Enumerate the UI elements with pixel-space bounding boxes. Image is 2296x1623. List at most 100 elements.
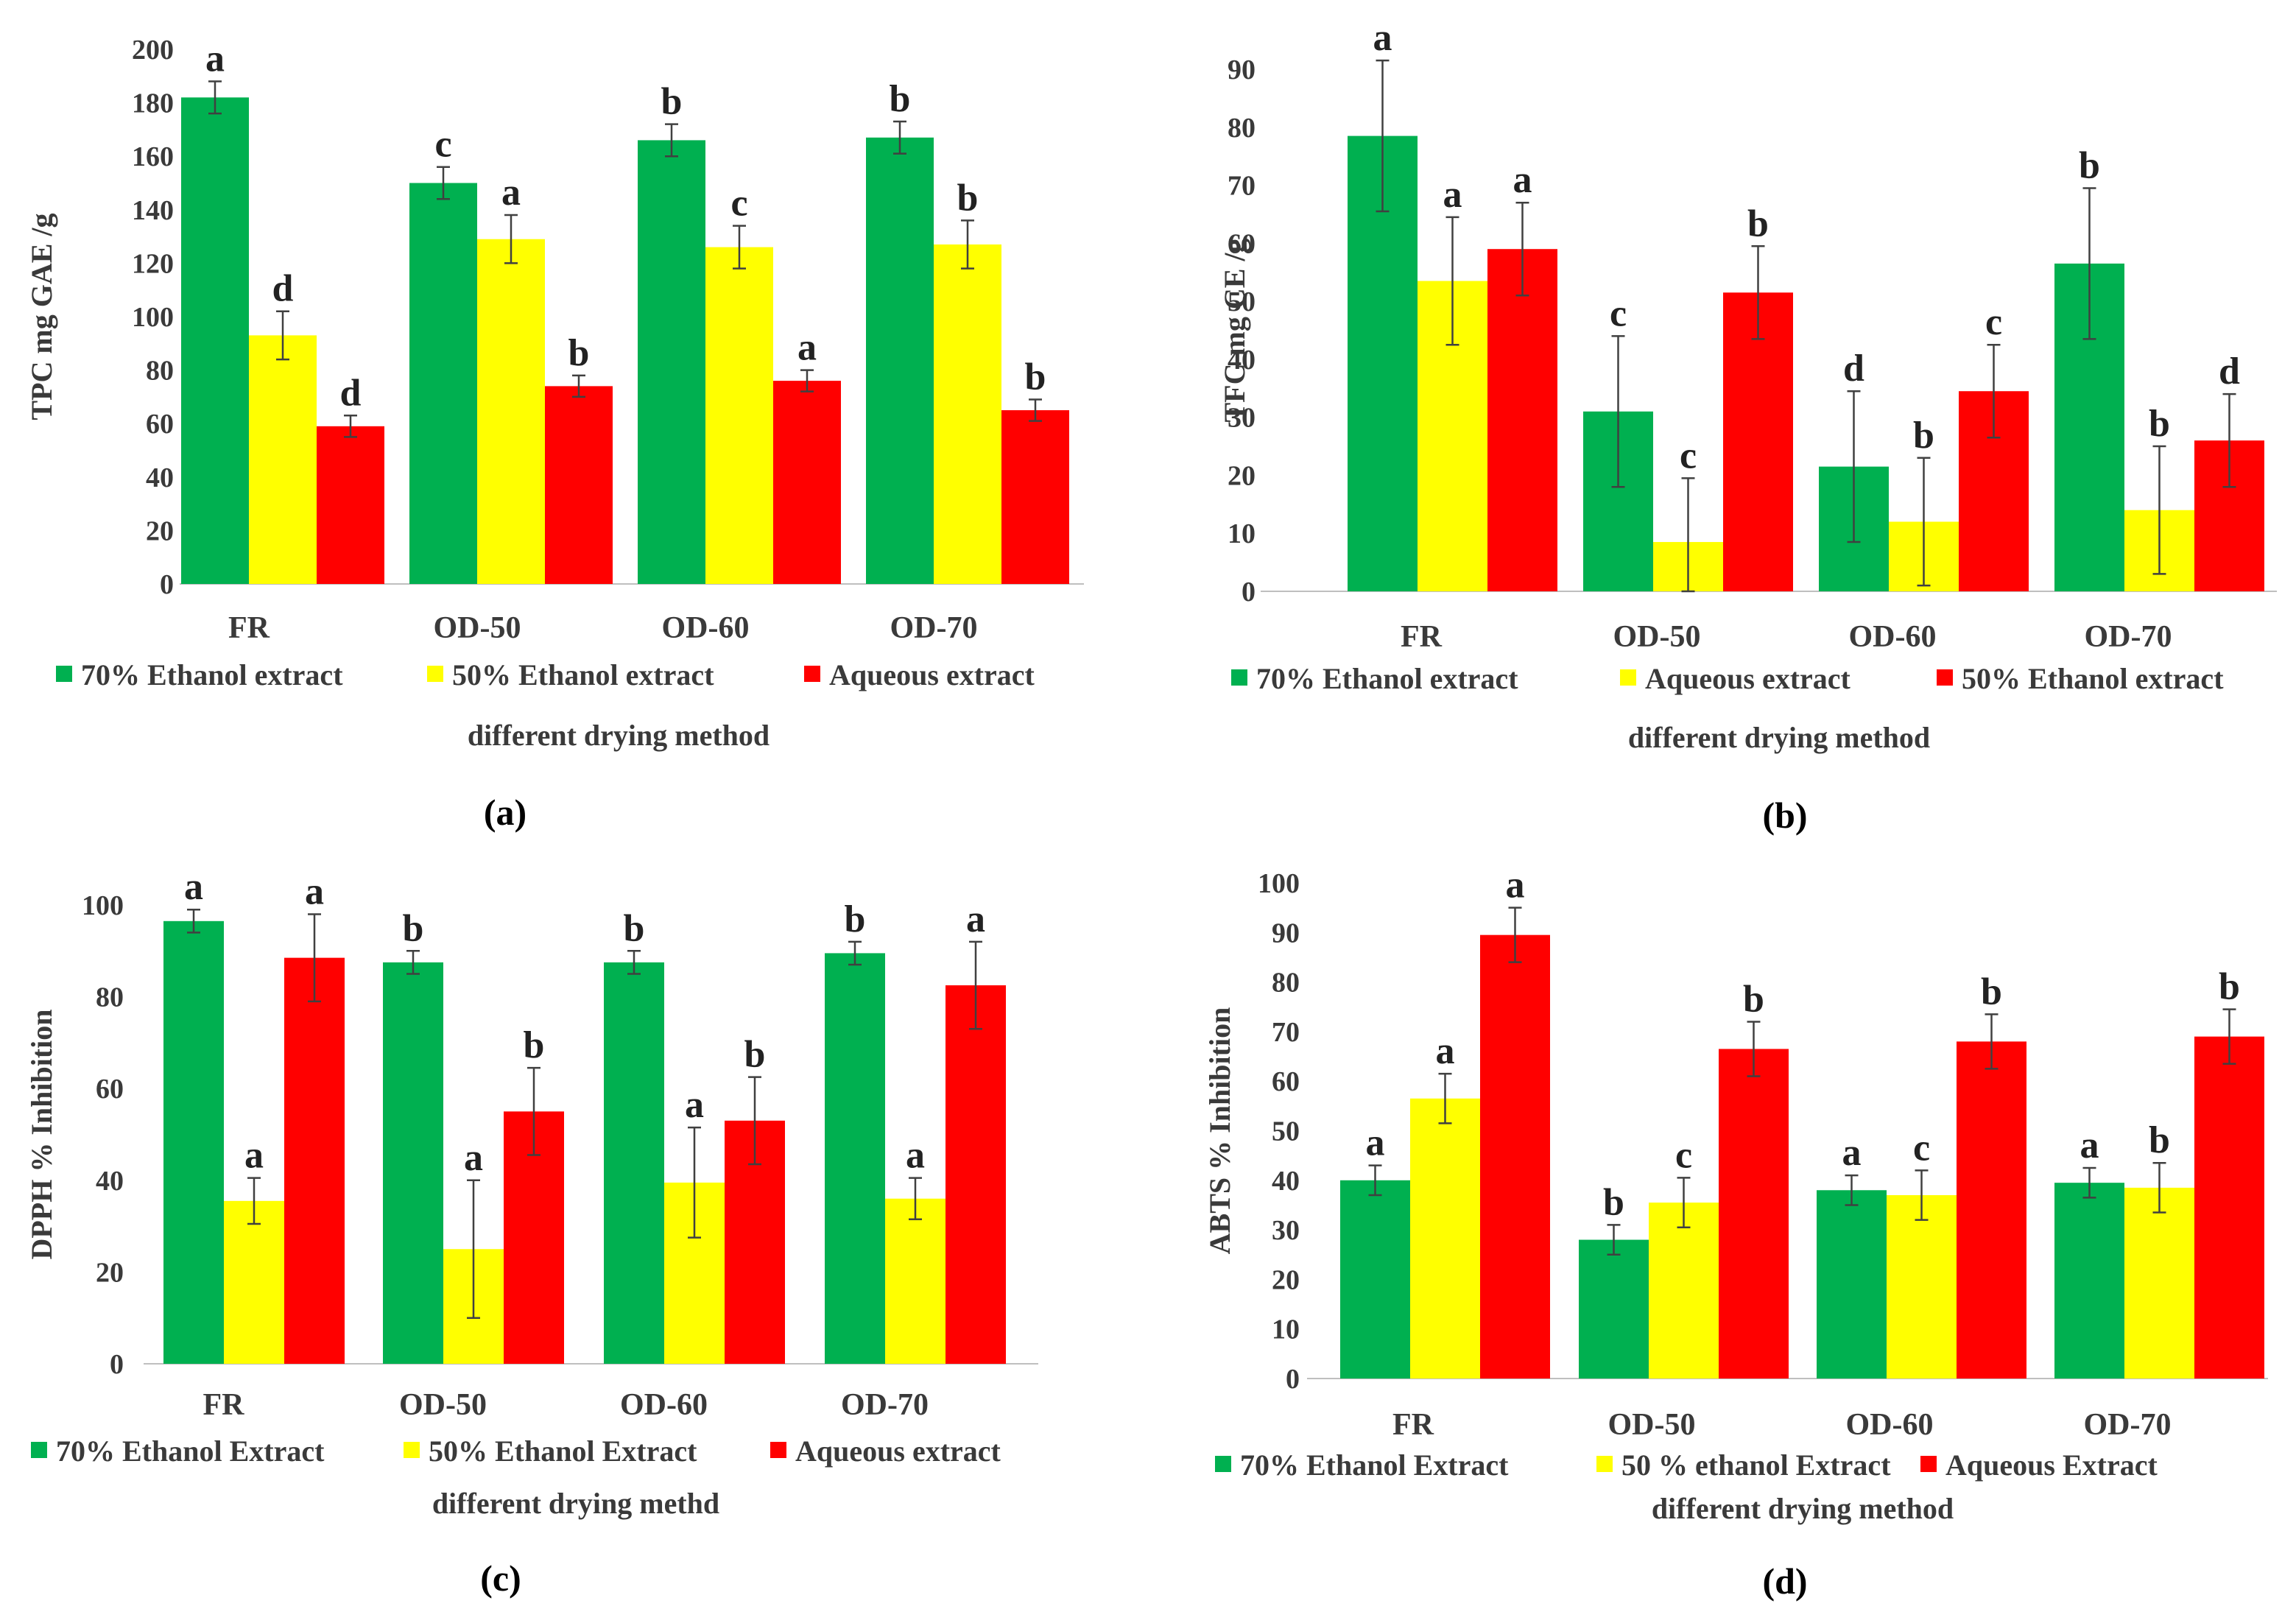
significance-letter: a bbox=[1366, 1122, 1385, 1164]
legend-entry: 50% Ethanol Extract bbox=[429, 1434, 697, 1468]
x-category-label: OD-70 bbox=[2085, 620, 2172, 654]
bar-red-OD-60 bbox=[1957, 1041, 2026, 1379]
significance-letter: d bbox=[340, 372, 362, 414]
legend-swatch-red bbox=[1920, 1456, 1937, 1472]
significance-letter: b bbox=[845, 898, 866, 940]
significance-letter: b bbox=[568, 332, 590, 374]
significance-letter: a bbox=[1436, 1030, 1455, 1072]
significance-letter: d bbox=[1843, 348, 1864, 390]
significance-letter: b bbox=[744, 1034, 766, 1076]
significance-letter: a bbox=[1373, 17, 1392, 59]
y-tick-label: 50 bbox=[1272, 1116, 1300, 1147]
bar-yellow-OD-50 bbox=[1649, 1203, 1719, 1379]
legend-swatch-green bbox=[1231, 669, 1247, 686]
legend-entry: Aqueous Extract bbox=[1945, 1448, 2158, 1482]
y-tick-label: 20 bbox=[146, 515, 174, 546]
y-tick-label: 90 bbox=[1272, 918, 1300, 948]
x-category-label: FR bbox=[203, 1388, 245, 1422]
significance-letter: d bbox=[272, 268, 294, 310]
significance-letter: c bbox=[1985, 301, 2002, 343]
y-axis-label: TFC mg CE /g bbox=[1218, 239, 1251, 423]
significance-letter: a bbox=[205, 38, 225, 80]
bar-green-OD-70 bbox=[2054, 1183, 2124, 1379]
legend-swatch-green bbox=[31, 1442, 47, 1458]
y-tick-label: 50 bbox=[1228, 286, 1256, 317]
legend-swatch-green bbox=[56, 666, 72, 682]
legend-entry: 50% Ethanol extract bbox=[1962, 662, 2224, 695]
legend-swatch-yellow bbox=[1620, 669, 1636, 686]
x-category-label: OD-50 bbox=[399, 1388, 487, 1422]
y-tick-label: 80 bbox=[1228, 113, 1256, 144]
y-tick-label: 0 bbox=[160, 569, 174, 600]
significance-letter: b bbox=[890, 78, 911, 120]
y-tick-label: 100 bbox=[82, 890, 124, 921]
significance-letter: a bbox=[464, 1137, 483, 1179]
legend-entry: Aqueous extract bbox=[829, 658, 1035, 691]
x-category-label: FR bbox=[1401, 620, 1443, 654]
significance-letter: b bbox=[2079, 144, 2100, 186]
x-axis-label: different drying method bbox=[1652, 1492, 1954, 1525]
y-tick-label: 180 bbox=[132, 88, 174, 119]
bar-red-FR bbox=[1480, 934, 1550, 1379]
y-tick-label: 40 bbox=[1228, 345, 1256, 376]
significance-letter: a bbox=[1506, 865, 1525, 906]
bar-green-OD-50 bbox=[383, 962, 443, 1364]
y-tick-label: 120 bbox=[132, 248, 174, 279]
y-tick-label: 20 bbox=[1272, 1264, 1300, 1295]
bar-yellow-OD-70 bbox=[2124, 1187, 2194, 1379]
legend-swatch-red bbox=[1937, 669, 1953, 686]
y-tick-label: 40 bbox=[96, 1166, 124, 1197]
y-tick-label: 60 bbox=[1228, 228, 1256, 259]
x-category-label: OD-70 bbox=[890, 611, 978, 645]
significance-letter: a bbox=[966, 898, 985, 940]
bar-yellow-OD-60 bbox=[1887, 1194, 1957, 1379]
y-tick-label: 60 bbox=[146, 409, 174, 440]
x-category-label: OD-70 bbox=[2084, 1408, 2172, 1442]
bar-red-OD-70 bbox=[2194, 1036, 2264, 1379]
y-tick-label: 70 bbox=[1272, 1017, 1300, 1048]
bar-yellow-FR bbox=[249, 335, 317, 584]
bar-green-OD-60 bbox=[638, 140, 705, 585]
x-category-label: FR bbox=[1392, 1408, 1434, 1442]
significance-letter: c bbox=[1610, 292, 1627, 334]
significance-letter: b bbox=[1981, 971, 2002, 1013]
significance-letter: b bbox=[624, 907, 645, 949]
significance-letter: c bbox=[1680, 434, 1697, 476]
bar-yellow-FR bbox=[224, 1200, 284, 1364]
significance-letter: c bbox=[1675, 1134, 1692, 1176]
significance-letter: a bbox=[184, 866, 203, 908]
legend-entry: 70% Ethanol Extract bbox=[1240, 1448, 1509, 1482]
bar-yellow-FR bbox=[1410, 1098, 1480, 1379]
bar-green-OD-50 bbox=[1579, 1239, 1649, 1379]
x-category-label: OD-60 bbox=[1846, 1408, 1934, 1442]
y-tick-label: 60 bbox=[1272, 1066, 1300, 1097]
bar-green-FR bbox=[181, 97, 249, 585]
significance-letter: b bbox=[2219, 966, 2240, 1008]
chart-panel-4: ABTS % Inhibition 0 10 20 30 40 50 60 70 80 90 100 a… bbox=[1203, 865, 2268, 1602]
bar-green-OD-70 bbox=[825, 953, 885, 1364]
significance-letter: a bbox=[2080, 1124, 2099, 1166]
y-tick-label: 160 bbox=[132, 141, 174, 172]
y-tick-label: 10 bbox=[1228, 518, 1256, 549]
panel-label: (b) bbox=[1762, 795, 1807, 836]
y-tick-label: 0 bbox=[1286, 1364, 1300, 1395]
x-category-label: OD-60 bbox=[1849, 620, 1937, 654]
bar-green-OD-70 bbox=[866, 137, 934, 585]
significance-letter: b bbox=[661, 81, 683, 123]
y-tick-label: 200 bbox=[132, 35, 174, 66]
legend-entry: 50% Ethanol extract bbox=[452, 658, 714, 691]
significance-letter: a bbox=[685, 1084, 704, 1126]
panel-label: (d) bbox=[1762, 1560, 1807, 1602]
legend-swatch-red bbox=[804, 666, 820, 682]
significance-letter: a bbox=[244, 1135, 264, 1177]
significance-letter: b bbox=[1913, 415, 1934, 457]
y-tick-label: 60 bbox=[96, 1074, 124, 1105]
y-tick-label: 90 bbox=[1228, 54, 1256, 85]
bar-green-OD-60 bbox=[1817, 1190, 1887, 1379]
y-tick-label: 30 bbox=[1228, 403, 1256, 434]
bar-yellow-OD-60 bbox=[705, 247, 773, 584]
significance-letter: c bbox=[434, 124, 451, 166]
legend-entry: Aqueous extract bbox=[1645, 662, 1851, 695]
panel-label: (a) bbox=[484, 792, 527, 833]
